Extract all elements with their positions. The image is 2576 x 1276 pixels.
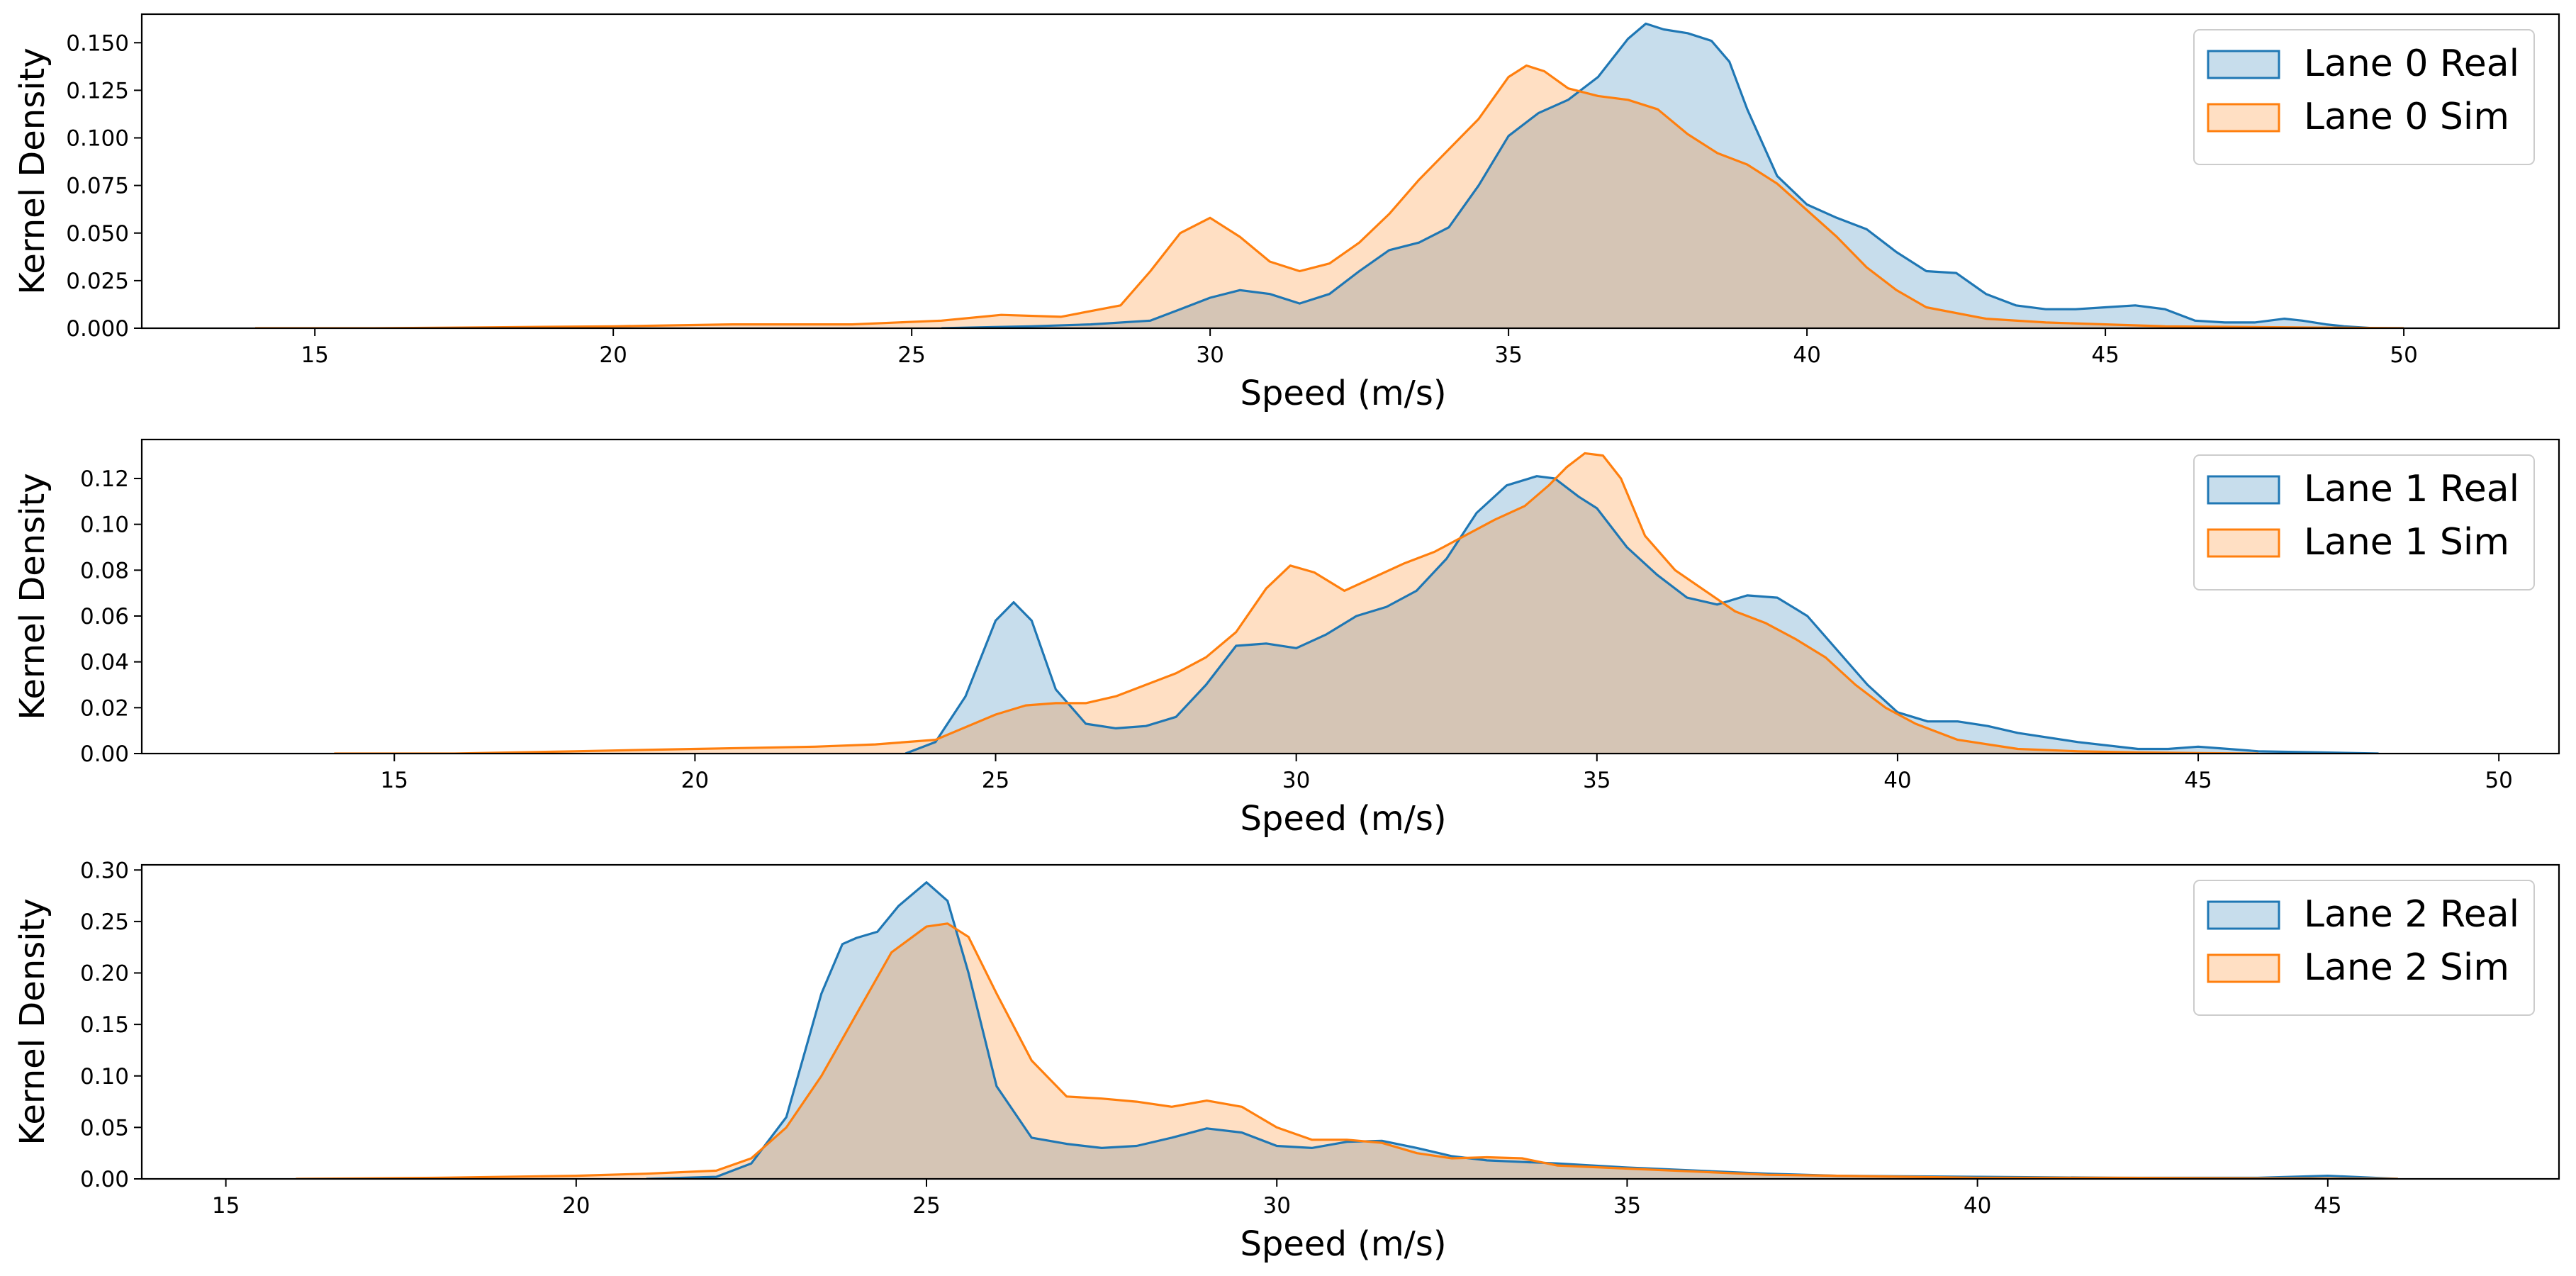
series-area-0 — [646, 882, 2398, 1179]
x-tick-label: 50 — [2485, 768, 2512, 793]
x-tick-label: 20 — [681, 768, 709, 793]
y-tick-label: 0.025 — [66, 269, 129, 294]
y-tick-label: 0.00 — [80, 1167, 129, 1192]
y-tick-label: 0.100 — [66, 126, 129, 152]
y-tick-label: 0.08 — [80, 558, 129, 583]
x-tick-label: 40 — [1964, 1193, 1991, 1219]
series-line-1 — [296, 922, 2398, 1179]
y-tick-label: 0.25 — [80, 910, 129, 935]
x-tick-label: 30 — [1196, 342, 1223, 368]
y-tick-label: 0.02 — [80, 695, 129, 721]
series-line-0 — [941, 22, 2404, 328]
y-tick-label: 0.30 — [80, 858, 129, 883]
series-line-1 — [334, 452, 2258, 754]
x-tick-label: 35 — [1583, 768, 1611, 793]
chart-panel-1: 15 20 25 30 35 40 45 50 0.00 0.02 0.04 0.06 0.08 0.10… — [13, 438, 2560, 839]
series-area-1 — [334, 453, 2258, 754]
axes-frame — [140, 438, 2560, 755]
chart-panel-2: 15 20 25 30 35 40 45 0.00 0.05 0.10 0.15 0.20 0.25 0.… — [13, 858, 2560, 1264]
plot-area — [255, 22, 2404, 328]
y-axis-label: Kernel Density — [13, 47, 52, 295]
x-tick-label: 30 — [1262, 1193, 1290, 1219]
legend-label: Lane 1 Sim — [2304, 521, 2509, 564]
y-tick-label: 0.000 — [66, 316, 129, 342]
x-tick-label: 50 — [2390, 342, 2417, 368]
legend-swatch-sim — [2207, 103, 2280, 133]
legend: Lane 0 Real Lane 0 Sim — [2193, 29, 2535, 165]
legend-label: Lane 2 Real — [2304, 893, 2519, 936]
y-tick-label: 0.075 — [66, 174, 129, 199]
legend: Lane 2 Real Lane 2 Sim — [2193, 880, 2535, 1016]
y-tick-label: 0.00 — [80, 741, 129, 767]
x-tick-label: 25 — [897, 342, 925, 368]
x-tick-label: 30 — [1282, 768, 1310, 793]
legend-label: Lane 2 Sim — [2304, 946, 2509, 989]
y-tick-label: 0.10 — [80, 1064, 129, 1090]
legend-label: Lane 0 Real — [2304, 43, 2519, 85]
legend-label: Lane 0 Sim — [2304, 96, 2509, 138]
series-area-0 — [905, 476, 2379, 754]
y-tick-label: 0.150 — [66, 30, 129, 56]
plot-area — [334, 452, 2379, 754]
series-area-1 — [296, 923, 2398, 1179]
x-tick-label: 15 — [381, 768, 408, 793]
x-axis-label: Speed (m/s) — [1240, 799, 1446, 839]
x-tick-label: 15 — [212, 1193, 240, 1219]
x-tick-label: 40 — [1883, 768, 1911, 793]
y-tick-label: 0.125 — [66, 78, 129, 103]
x-tick-label: 25 — [912, 1193, 940, 1219]
y-tick-label: 0.050 — [66, 221, 129, 247]
y-tick-label: 0.10 — [80, 513, 129, 538]
legend-label: Lane 1 Real — [2304, 468, 2519, 510]
x-tick-label: 15 — [301, 342, 328, 368]
y-tick-label: 0.06 — [80, 604, 129, 629]
series-line-0 — [905, 475, 2379, 754]
y-tick-label: 0.15 — [80, 1012, 129, 1038]
legend: Lane 1 Real Lane 1 Sim — [2193, 454, 2535, 591]
x-tick-label: 35 — [1613, 1193, 1641, 1219]
series-area-0 — [941, 23, 2404, 328]
plot-area — [296, 881, 2398, 1179]
legend-swatch-sim — [2207, 953, 2280, 983]
x-tick-label: 20 — [562, 1193, 590, 1219]
y-axis-label: Kernel Density — [13, 898, 52, 1146]
x-tick-label: 45 — [2184, 768, 2212, 793]
legend-swatch-real — [2207, 475, 2280, 505]
x-tick-label: 40 — [1793, 342, 1820, 368]
axes-frame — [140, 13, 2560, 330]
x-tick-label: 35 — [1494, 342, 1522, 368]
series-line-1 — [255, 64, 2404, 328]
axes-frame — [140, 863, 2560, 1180]
chart-panel-0: 15 20 25 30 35 40 45 50 0.000 0.025 0.050 0.075 0.10… — [13, 13, 2560, 413]
x-tick-label: 45 — [2314, 1193, 2341, 1219]
x-tick-label: 25 — [982, 768, 1009, 793]
y-axis-label: Kernel Density — [13, 473, 52, 720]
y-tick-label: 0.04 — [80, 650, 129, 676]
series-area-1 — [255, 65, 2404, 328]
legend-swatch-real — [2207, 900, 2280, 930]
x-tick-label: 45 — [2091, 342, 2119, 368]
legend-swatch-sim — [2207, 528, 2280, 558]
y-tick-label: 0.12 — [80, 466, 129, 492]
legend-swatch-real — [2207, 50, 2280, 79]
y-tick-label: 0.05 — [80, 1115, 129, 1141]
x-tick-label: 20 — [599, 342, 627, 368]
x-axis-label: Speed (m/s) — [1240, 1224, 1446, 1264]
y-tick-label: 0.20 — [80, 961, 129, 987]
x-axis-label: Speed (m/s) — [1240, 374, 1446, 413]
